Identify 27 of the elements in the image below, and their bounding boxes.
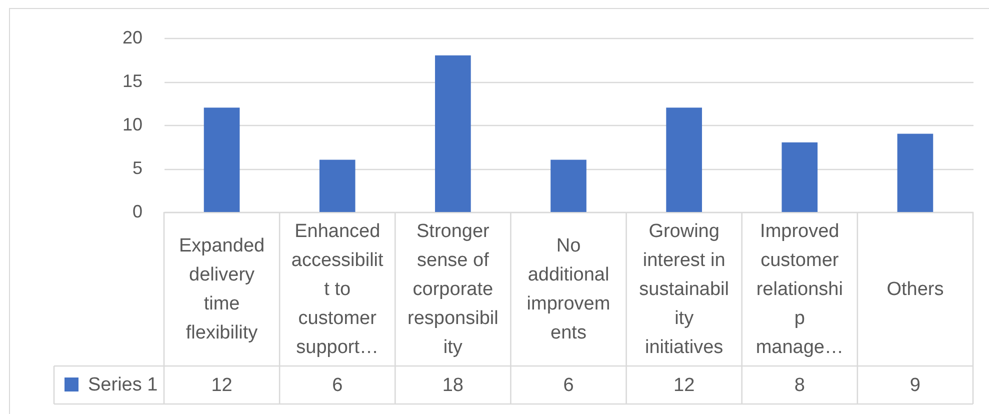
bar: [666, 108, 702, 212]
x-tick-label: Growing interest in sustainabil ity initiatives: [639, 221, 729, 358]
x-tick-label: Expanded delivery time flexibility: [178, 236, 265, 344]
x-tick-label: Improved customer relationshi p manage…: [756, 221, 844, 358]
bar: [897, 134, 934, 212]
legend-label: Series 1: [88, 374, 158, 396]
bar: [319, 160, 356, 212]
y-tick-label: 15: [122, 71, 142, 91]
bar: [782, 142, 818, 212]
data-label: 12: [211, 375, 232, 396]
x-tick-label: Enhanced accessibilit t to customer support…: [291, 221, 384, 358]
x-tick-label: No additional improvem ents: [526, 236, 610, 344]
y-tick-label: 0: [132, 202, 142, 222]
bar: [204, 108, 240, 212]
data-label: 9: [910, 375, 921, 396]
x-tick-label: Stronger sense of corporate responsibil ity: [408, 221, 498, 358]
y-tick-label: 5: [132, 158, 142, 178]
data-label: 6: [563, 375, 574, 396]
data-label: 12: [674, 375, 695, 396]
data-label: 8: [794, 375, 805, 396]
data-label: 6: [332, 375, 343, 396]
bar: [435, 55, 471, 212]
y-tick-label: 10: [122, 114, 142, 134]
x-tick-label: Others: [886, 279, 944, 300]
data-label: 18: [442, 375, 464, 396]
y-tick-label: 20: [122, 28, 142, 48]
bar: [550, 160, 586, 212]
